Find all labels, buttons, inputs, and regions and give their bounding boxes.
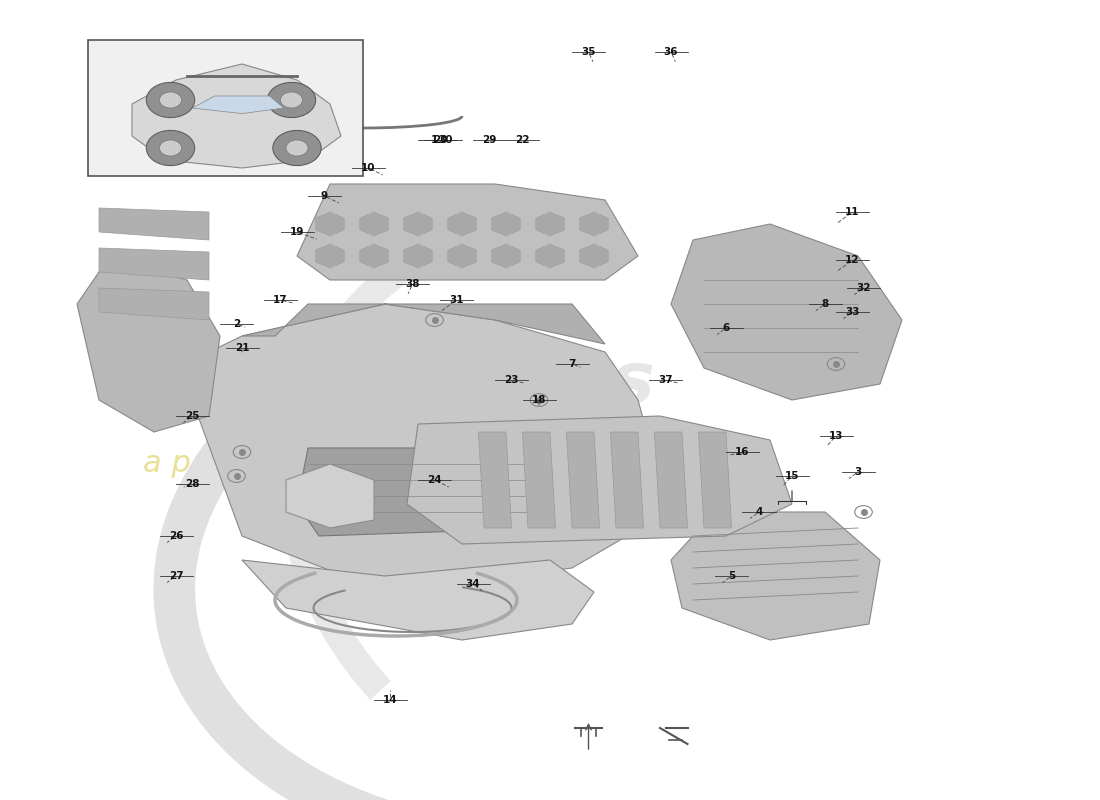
Text: 12: 12 <box>845 255 860 265</box>
Text: 9: 9 <box>321 191 328 201</box>
Text: 8: 8 <box>822 299 828 309</box>
Circle shape <box>267 82 316 118</box>
Circle shape <box>280 92 302 108</box>
Text: a passion for parts since 1985: a passion for parts since 1985 <box>143 450 604 478</box>
Text: 13: 13 <box>828 431 844 441</box>
Text: 21: 21 <box>234 343 250 353</box>
Text: 24: 24 <box>427 475 442 485</box>
Text: 5: 5 <box>728 571 735 581</box>
Polygon shape <box>297 184 638 280</box>
Circle shape <box>160 92 182 108</box>
Text: 3: 3 <box>855 467 861 477</box>
Polygon shape <box>522 432 556 528</box>
Polygon shape <box>176 304 660 592</box>
Polygon shape <box>478 432 512 528</box>
Text: 36: 36 <box>663 47 679 57</box>
Polygon shape <box>77 256 220 432</box>
Text: 32: 32 <box>856 283 871 293</box>
Polygon shape <box>671 512 880 640</box>
Text: 1: 1 <box>431 135 438 145</box>
Polygon shape <box>286 464 374 528</box>
Text: 23: 23 <box>504 375 519 385</box>
Text: 6: 6 <box>723 323 729 333</box>
Circle shape <box>273 130 321 166</box>
Text: 22: 22 <box>515 135 530 145</box>
Circle shape <box>160 140 182 156</box>
Text: 2: 2 <box>233 319 240 329</box>
Text: 20: 20 <box>432 135 448 145</box>
Polygon shape <box>242 560 594 640</box>
Polygon shape <box>698 432 732 528</box>
Text: 18: 18 <box>531 395 547 405</box>
Polygon shape <box>99 208 209 240</box>
Polygon shape <box>192 96 284 114</box>
Text: 30: 30 <box>438 135 453 145</box>
Polygon shape <box>242 304 605 344</box>
Text: 31: 31 <box>449 295 464 305</box>
Text: 4: 4 <box>756 507 762 517</box>
Polygon shape <box>99 288 209 320</box>
Text: 34: 34 <box>465 579 481 589</box>
Text: 11: 11 <box>845 207 860 217</box>
Text: 7: 7 <box>569 359 575 369</box>
Text: 35: 35 <box>581 47 596 57</box>
Polygon shape <box>99 248 209 280</box>
Text: 29: 29 <box>482 135 497 145</box>
Circle shape <box>146 130 195 166</box>
Text: eurospares: eurospares <box>198 350 654 418</box>
Text: 28: 28 <box>185 479 200 489</box>
Text: 16: 16 <box>735 447 750 457</box>
Bar <box>88 40 363 176</box>
Text: 26: 26 <box>168 531 184 541</box>
Polygon shape <box>132 64 341 168</box>
Text: 15: 15 <box>784 471 800 481</box>
Polygon shape <box>654 432 688 528</box>
Text: 27: 27 <box>168 571 184 581</box>
Polygon shape <box>297 448 572 536</box>
Text: 37: 37 <box>658 375 673 385</box>
Text: 25: 25 <box>185 411 200 421</box>
Text: 14: 14 <box>383 695 398 705</box>
Circle shape <box>146 82 195 118</box>
Circle shape <box>286 140 308 156</box>
Text: 19: 19 <box>289 227 305 237</box>
Polygon shape <box>671 224 902 400</box>
Text: 33: 33 <box>845 307 860 317</box>
Text: 38: 38 <box>405 279 420 289</box>
Text: 10: 10 <box>361 163 376 173</box>
Text: 17: 17 <box>273 295 288 305</box>
Polygon shape <box>407 416 792 544</box>
Polygon shape <box>610 432 643 528</box>
Polygon shape <box>566 432 600 528</box>
